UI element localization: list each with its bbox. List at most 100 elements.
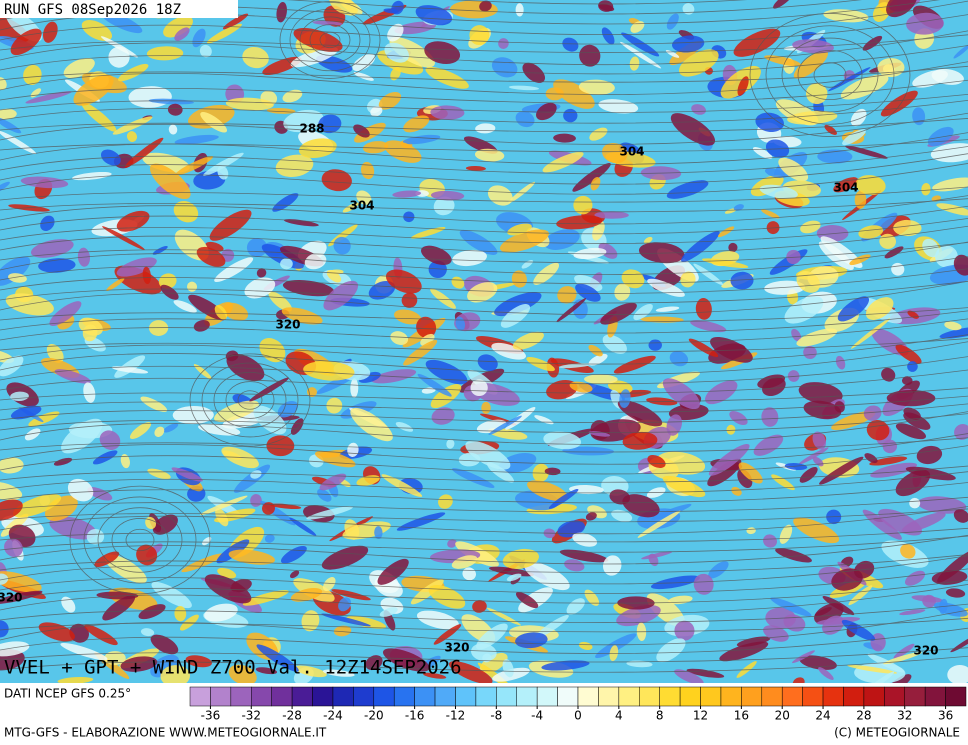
contour-label: 304: [619, 145, 644, 159]
field-blob: [798, 382, 843, 405]
field-blob: [470, 379, 488, 397]
field-blob: [784, 296, 824, 324]
field-blob: [912, 70, 948, 88]
colorbar-tick-label: -20: [364, 709, 384, 723]
colorbar-swatch: [189, 686, 211, 707]
field-blob: [680, 271, 696, 288]
field-blob: [61, 596, 76, 613]
field-blob: [352, 53, 376, 72]
field-blob: [322, 577, 336, 592]
field-blob: [784, 463, 808, 471]
field-blob: [96, 591, 139, 600]
streamline: [0, 45, 968, 75]
colorbar-tick-label: -8: [490, 709, 502, 723]
field-blob: [49, 301, 82, 327]
field-blob: [203, 152, 244, 177]
streamline: [0, 205, 968, 235]
field-blob: [0, 108, 17, 120]
field-blob: [556, 298, 587, 323]
streamline: [0, 268, 968, 294]
field-blob: [356, 190, 372, 205]
field-blob: [256, 268, 267, 278]
field-blob: [847, 664, 897, 674]
field-blob: [878, 508, 922, 536]
field-blob: [526, 480, 568, 502]
field-blob: [430, 288, 456, 309]
streamline: [0, 555, 968, 585]
vortex-line: [289, 8, 371, 72]
streamline: [0, 433, 968, 465]
streamline: [0, 341, 968, 375]
field-blob: [321, 169, 352, 192]
field-blob: [674, 620, 695, 641]
field-blob: [312, 20, 343, 26]
streamline: [0, 242, 968, 264]
field-blob: [209, 209, 252, 241]
field-blob: [922, 594, 936, 608]
field-blob: [377, 558, 409, 585]
colorbar-swatch: [291, 686, 313, 707]
field-blob: [945, 588, 966, 598]
field-blob: [904, 570, 926, 586]
vortex-line: [279, 1, 381, 79]
field-blob: [350, 378, 359, 398]
colorbar-swatch: [210, 686, 232, 707]
field-blob: [622, 431, 658, 450]
field-blob: [803, 345, 817, 359]
field-blob: [25, 91, 72, 104]
streamline: [0, 403, 968, 423]
streamline: [0, 118, 968, 133]
vortex-line: [237, 390, 263, 410]
field-blob: [708, 443, 750, 476]
vortex-line: [97, 507, 183, 573]
field-blob: [280, 258, 293, 270]
colorbar-swatch: [312, 686, 334, 707]
field-blob: [294, 665, 327, 678]
field-blob: [104, 651, 126, 666]
field-blob: [53, 457, 73, 466]
streamline: [0, 132, 968, 165]
streamline: [0, 280, 968, 315]
field-blob: [402, 134, 441, 145]
field-blob: [356, 475, 380, 486]
field-blob: [228, 664, 257, 683]
field-blob: [953, 44, 968, 59]
field-blob: [638, 242, 685, 264]
field-blob: [452, 468, 495, 488]
field-blob: [707, 458, 742, 487]
field-blob: [87, 487, 113, 501]
field-blob: [174, 27, 190, 41]
field-blob: [755, 112, 784, 132]
field-blob: [329, 0, 358, 16]
field-blob: [541, 660, 590, 671]
streamline: [0, 241, 968, 275]
field-blob: [865, 671, 895, 683]
field-blob: [197, 423, 241, 436]
field-blob: [682, 3, 695, 15]
field-blob: [401, 292, 418, 308]
vortex-line: [749, 13, 911, 137]
field-blob: [512, 331, 544, 350]
field-blob: [415, 5, 453, 26]
colorbar-swatch: [904, 686, 926, 707]
field-blob: [648, 339, 662, 351]
field-blob: [290, 588, 323, 602]
field-blob: [214, 400, 259, 422]
streamline-layer: [0, 0, 968, 673]
field-blob: [791, 328, 802, 342]
field-blob: [204, 574, 252, 604]
field-blob: [256, 644, 299, 672]
field-blob: [502, 659, 514, 678]
field-blob: [932, 177, 968, 192]
field-blob: [163, 16, 193, 38]
streamline: [0, 186, 968, 203]
colorbar-swatch: [496, 686, 517, 707]
field-blob: [850, 108, 867, 127]
field-blob: [616, 604, 661, 627]
field-blob: [24, 428, 41, 441]
field-blob: [818, 667, 834, 680]
field-blob: [849, 254, 871, 266]
streamline: [0, 584, 968, 615]
field-blob: [382, 648, 430, 672]
field-blob: [163, 423, 179, 433]
